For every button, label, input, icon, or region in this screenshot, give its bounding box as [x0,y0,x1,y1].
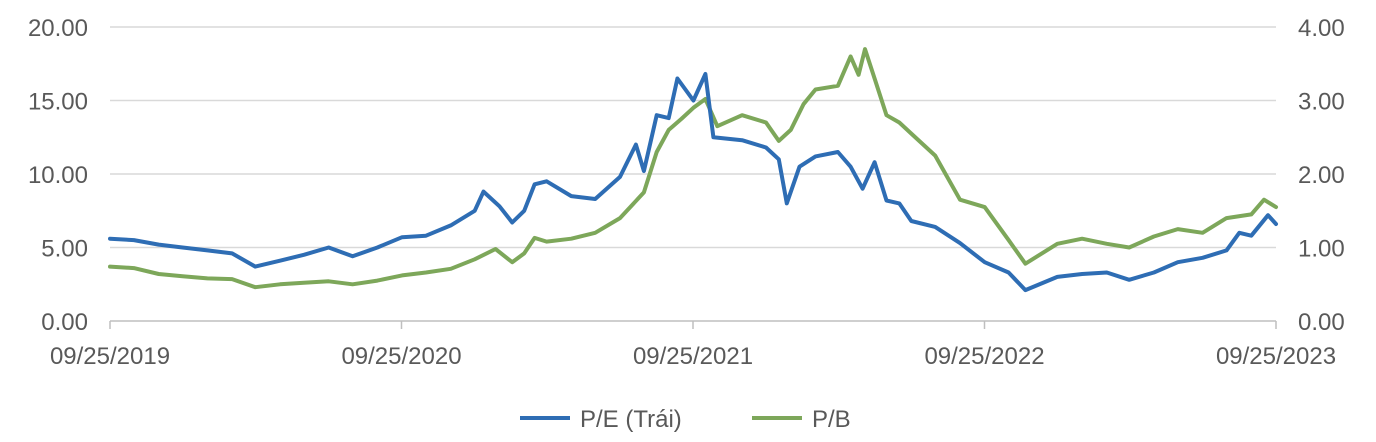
right-tick-label: 2.00 [1298,162,1345,189]
grid-lines [110,26,1276,249]
right-axis-ticks: 0.00 1.00 2.00 3.00 4.00 [1298,15,1345,336]
right-tick-label: 0.00 [1298,309,1345,336]
legend: P/E (Trái) P/B [520,406,851,433]
x-tick-label: 09/25/2019 [50,343,170,370]
legend-label-pe: P/E (Trái) [580,406,682,433]
x-tick-label: 09/25/2023 [1216,343,1336,370]
series-line-pe [108,72,1278,293]
series-line-pb [108,47,1278,290]
x-tick-label: 09/25/2020 [341,343,461,370]
legend-label-pb: P/B [812,406,851,433]
left-axis-ticks: 0.00 5.00 10.00 15.00 20.00 [28,15,88,336]
left-tick-label: 5.00 [41,236,88,263]
left-tick-label: 20.00 [28,15,88,42]
left-tick-label: 15.00 [28,89,88,116]
left-tick-label: 10.00 [28,162,88,189]
x-axis [109,320,1277,329]
right-tick-label: 4.00 [1298,15,1345,42]
x-axis-ticks: 09/25/2019 09/25/2020 09/25/2021 09/25/2022… [50,343,1336,370]
right-tick-label: 1.00 [1298,236,1345,263]
x-tick-label: 09/25/2022 [924,343,1044,370]
x-tick-label: 09/25/2021 [633,343,753,370]
right-tick-label: 3.00 [1298,89,1345,116]
left-tick-label: 0.00 [41,309,88,336]
series-layer [108,47,1278,293]
